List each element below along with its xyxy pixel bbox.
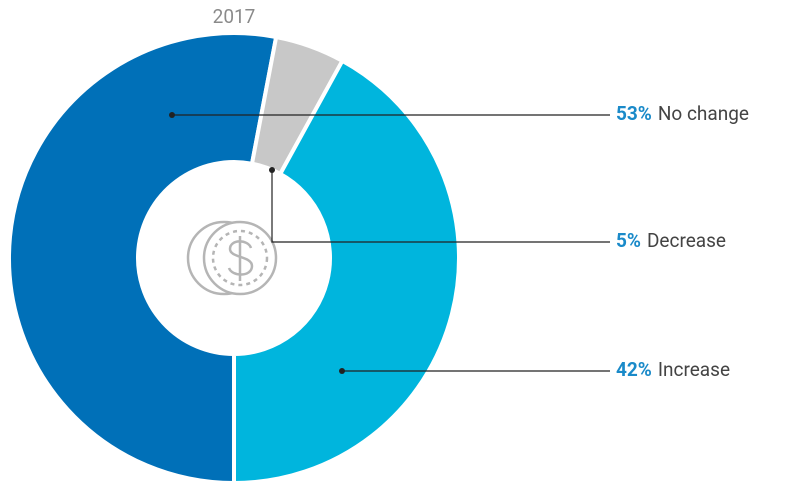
slice-label: 53% No change [616,102,749,125]
chart-title: 2017 [213,5,256,28]
leader-line [271,170,610,243]
value-label: 42% [616,358,652,381]
category-label: Increase [658,358,730,381]
leader-dot [269,167,275,173]
slice [232,58,461,482]
value-label: 53% [616,102,652,125]
slice-label: 42% Increase [616,358,730,381]
leader-dot [169,112,175,118]
category-label: Decrease [647,229,726,252]
slices [7,31,461,482]
leader-dot [339,368,345,374]
labels: 53% No change 5% Decrease 42% Increase [169,102,749,381]
coin-icon [186,220,278,296]
slice [7,31,279,482]
category-label: No change [658,102,749,125]
slice-label: 5% Decrease [616,229,726,252]
value-label: 5% [616,229,641,252]
